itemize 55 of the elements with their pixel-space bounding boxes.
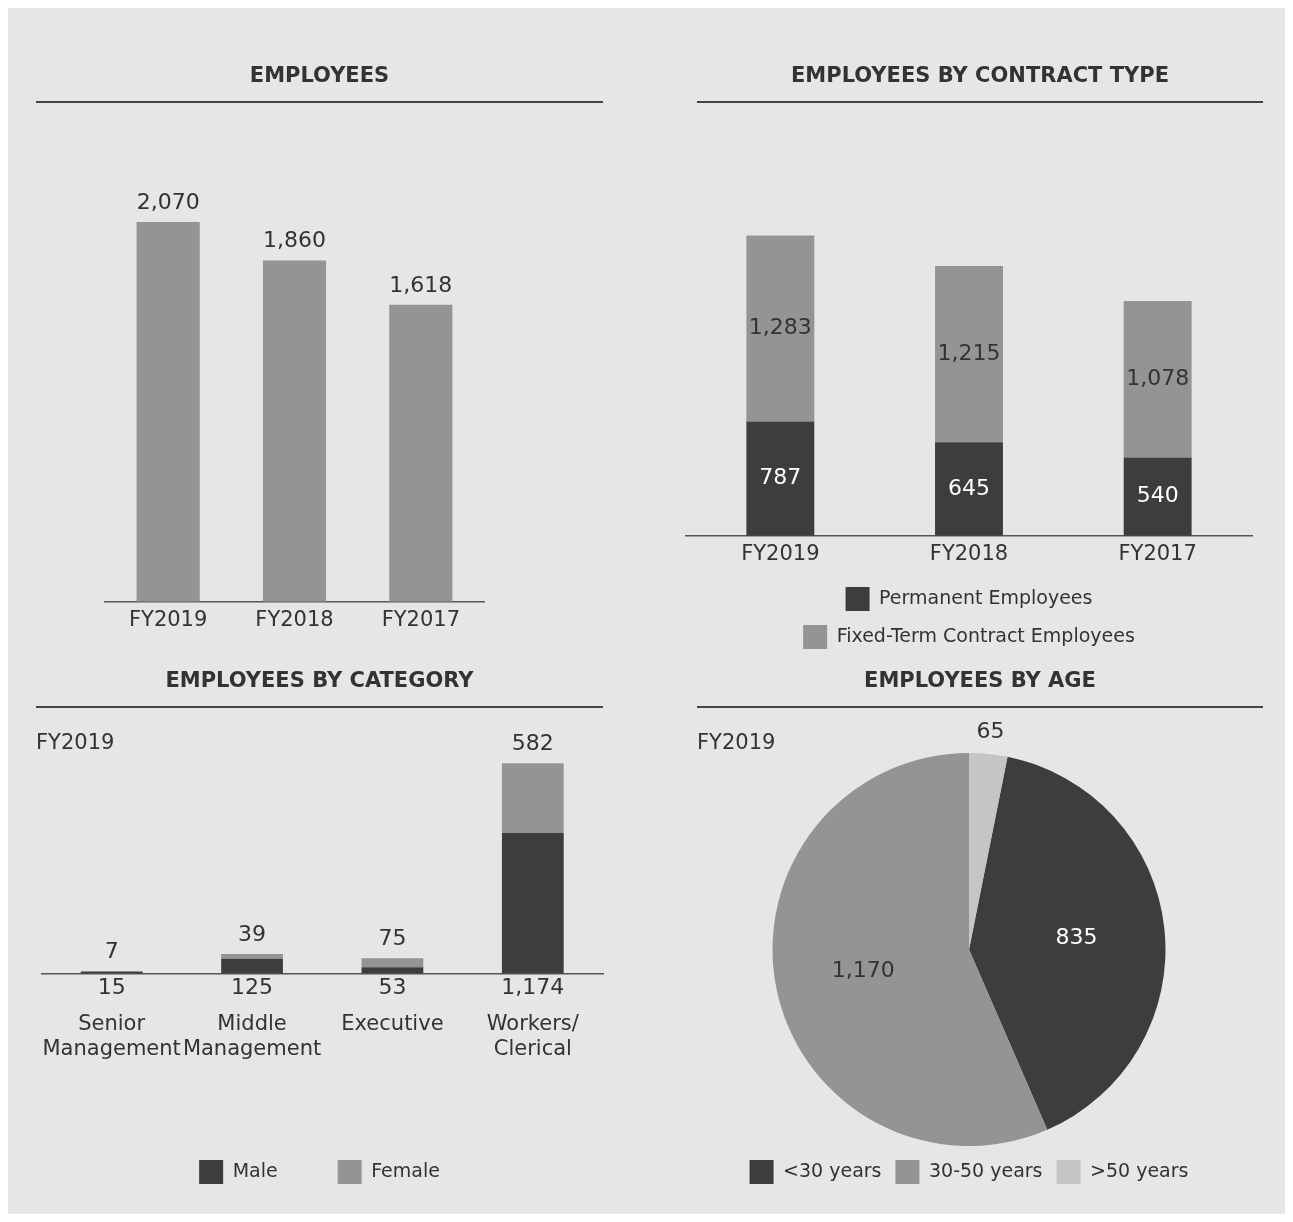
data-label: 645 <box>948 474 990 500</box>
bar <box>935 265 1003 443</box>
bar <box>1123 301 1192 458</box>
bar <box>221 953 283 959</box>
data-label: 53 <box>378 974 407 1000</box>
x-tick-label: FY2018 <box>255 606 334 631</box>
legend-label: 30-50 years <box>928 1158 1043 1181</box>
x-tick-label: FY2019 <box>128 606 208 631</box>
data-label: 582 <box>511 729 554 755</box>
chart-title: EMPLOYEES <box>36 63 603 103</box>
bar <box>221 958 283 974</box>
bar <box>746 235 815 422</box>
data-label: 787 <box>759 464 802 490</box>
data-label: 65 <box>976 717 1005 743</box>
data-label: 75 <box>378 924 407 950</box>
legend-label: >50 years <box>1090 1158 1189 1181</box>
legend-label: Fixed-Term Contract Employees <box>836 623 1135 646</box>
x-tick-label: Middle Management <box>182 1010 322 1060</box>
legend-label: <30 years <box>783 1158 882 1181</box>
bar <box>1123 457 1192 536</box>
data-label: 15 <box>97 974 126 1000</box>
data-label: 7 <box>104 937 119 963</box>
data-label: 835 <box>1055 923 1098 949</box>
data-label: 2,070 <box>136 188 200 214</box>
bar <box>935 442 1003 536</box>
data-label: 1,174 <box>501 974 565 1000</box>
chart-title: EMPLOYEES BY CATEGORY <box>36 668 603 708</box>
legend-label: Female <box>371 1158 440 1181</box>
chart-subtitle: FY2019 <box>697 730 776 754</box>
data-label: 1,618 <box>389 271 453 297</box>
bar <box>501 832 564 974</box>
bar <box>361 967 424 974</box>
data-label: 540 <box>1136 482 1179 508</box>
bar <box>361 958 424 968</box>
data-label: 125 <box>231 974 274 1000</box>
data-label: 1,283 <box>748 314 812 340</box>
x-tick-label: FY2018 <box>929 540 1009 565</box>
data-label: 1,170 <box>831 957 895 983</box>
x-tick-label: FY2017 <box>381 606 461 631</box>
legend-label: Permanent Employees <box>879 585 1093 608</box>
x-tick-label: Workers/Clerical <box>486 1010 580 1060</box>
x-tick-label: FY2019 <box>741 540 820 565</box>
x-tick-label: Senior Management <box>42 1010 181 1060</box>
legend-label: Male <box>232 1158 278 1181</box>
bar <box>501 763 564 833</box>
chart-title: EMPLOYEES BY CONTRACT TYPE <box>697 63 1263 103</box>
chart-subtitle: FY2019 <box>36 730 115 754</box>
data-label: 39 <box>238 920 267 946</box>
data-label: 1,078 <box>1126 364 1190 390</box>
chart-title: EMPLOYEES BY AGE <box>697 668 1263 708</box>
bar <box>746 421 815 536</box>
x-tick-label: Executive <box>341 1010 444 1035</box>
data-label: 1,860 <box>263 227 326 253</box>
data-label: 1,215 <box>937 339 1001 365</box>
x-tick-label: FY2017 <box>1118 540 1197 565</box>
